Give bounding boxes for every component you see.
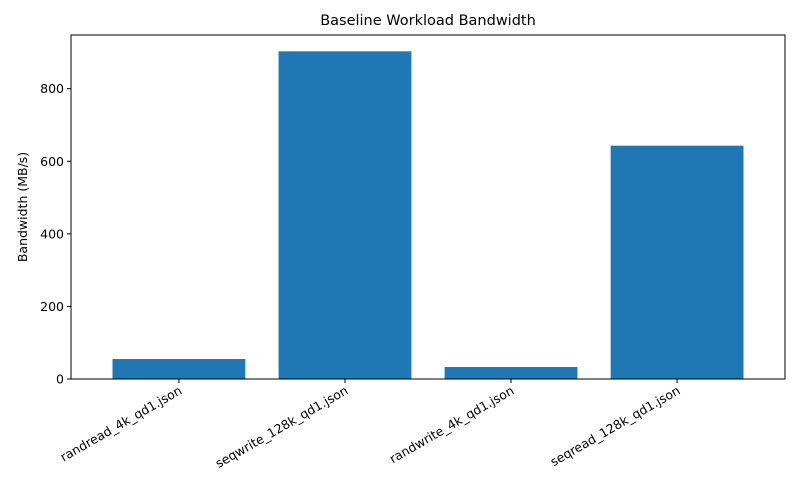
y-tick-label: 600: [40, 154, 64, 169]
plot-frame: [70, 34, 786, 380]
y-tick-label: 400: [40, 226, 64, 241]
x-tick-label: randwrite_4k_qd1.json: [387, 383, 517, 467]
y-axis-label: Bandwidth (MB/s): [15, 152, 30, 262]
bar-seqread-128k-qd1-json: [610, 145, 744, 379]
x-tick-label: seqwrite_128k_qd1.json: [213, 383, 351, 471]
chart-title: Baseline Workload Bandwidth: [320, 13, 536, 29]
bars-group: [112, 51, 744, 379]
bar-seqwrite-128k-qd1-json: [278, 51, 412, 379]
bar-randread-4k-qd1-json: [112, 359, 246, 379]
y-tick-label: 0: [56, 372, 64, 387]
x-tick-label: seqread_128k_qd1.json: [548, 383, 683, 470]
bar-randwrite-4k-qd1-json: [444, 367, 578, 379]
y-tick-label: 800: [40, 81, 64, 96]
x-tick-label: randread_4k_qd1.json: [58, 383, 185, 465]
y-axis-ticks: 0 200 400 600 800: [40, 81, 71, 387]
x-axis-ticks: randread_4k_qd1.json seqwrite_128k_qd1.js…: [58, 379, 683, 471]
y-tick-label: 200: [40, 299, 64, 314]
